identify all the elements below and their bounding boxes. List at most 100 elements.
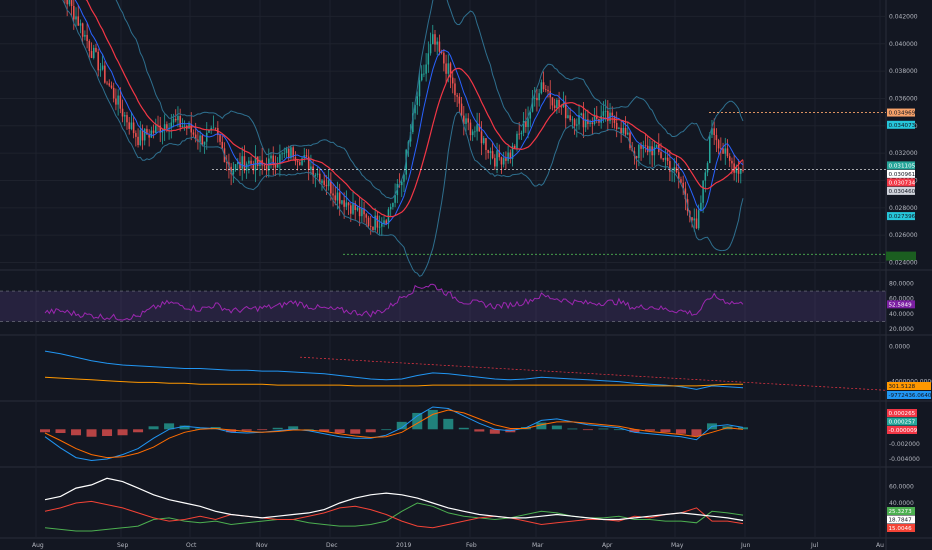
candle-body bbox=[192, 132, 195, 135]
candle-body bbox=[363, 208, 365, 215]
candle-body bbox=[332, 193, 334, 196]
candle-body bbox=[241, 156, 243, 169]
candle-body bbox=[489, 151, 492, 153]
candle-body bbox=[294, 157, 297, 162]
macd-tag-label: 0.000265 bbox=[889, 411, 916, 417]
macd-histogram-bar bbox=[148, 426, 159, 430]
macd-histogram-bar bbox=[40, 429, 50, 433]
obv-ma-line bbox=[44, 376, 743, 387]
candle-body bbox=[143, 128, 146, 141]
time-tick-label: Mar bbox=[532, 542, 544, 549]
fast-ma-line bbox=[74, 0, 744, 225]
macd-histogram-bar bbox=[443, 418, 454, 430]
dmi-tag-bg bbox=[887, 524, 915, 532]
macd-histogram-bar bbox=[660, 429, 671, 433]
candle-body bbox=[141, 130, 144, 141]
macd-histogram-bar bbox=[288, 426, 299, 430]
candle-body bbox=[720, 148, 722, 150]
candle-body bbox=[292, 147, 294, 158]
candle-body bbox=[518, 133, 520, 135]
candle-body bbox=[624, 127, 627, 135]
rsi-pane[interactable] bbox=[0, 283, 886, 322]
candle-body bbox=[440, 51, 443, 53]
candle-body bbox=[312, 166, 314, 177]
candle-body bbox=[354, 203, 356, 211]
candle-body bbox=[482, 138, 485, 144]
candle-body bbox=[381, 223, 383, 227]
candle-body bbox=[420, 73, 423, 81]
obv-pane[interactable] bbox=[44, 350, 887, 391]
candle-body bbox=[90, 51, 93, 58]
obv-tick-label: 0.0000 bbox=[889, 344, 910, 351]
candle-body bbox=[496, 150, 498, 167]
candle-body bbox=[505, 158, 507, 161]
candle-body bbox=[352, 203, 354, 214]
candle-body bbox=[571, 119, 574, 121]
price-tick-label: 0.026000 bbox=[889, 232, 918, 239]
candle-body bbox=[199, 135, 201, 142]
candle-body bbox=[239, 162, 241, 169]
candle-body bbox=[589, 122, 591, 124]
macd-tag-bg bbox=[887, 426, 917, 434]
candle-body bbox=[245, 163, 248, 171]
candle-body bbox=[693, 218, 696, 221]
candle-body bbox=[584, 119, 587, 128]
candle-body bbox=[376, 215, 379, 228]
candle-body bbox=[458, 96, 461, 104]
candle-body bbox=[287, 148, 290, 159]
candle-body bbox=[323, 180, 325, 185]
candle-body bbox=[88, 41, 91, 52]
macd-signal-line bbox=[44, 409, 744, 459]
di-plus-line bbox=[44, 502, 744, 532]
macd-histogram-bar bbox=[536, 422, 547, 430]
candle-body bbox=[724, 148, 727, 154]
macd-histogram-bar bbox=[598, 428, 609, 430]
candle-body bbox=[243, 156, 246, 171]
candle-body bbox=[414, 104, 416, 114]
candle-body bbox=[330, 180, 332, 194]
candle-body bbox=[500, 157, 503, 165]
time-tick-label: 2019 bbox=[396, 542, 411, 549]
macd-histogram-bar bbox=[117, 429, 128, 436]
candle-body bbox=[137, 136, 139, 145]
candle-body bbox=[84, 34, 86, 37]
candle-body bbox=[553, 105, 556, 109]
obv-tag-label: -9772436.0640 bbox=[889, 393, 932, 399]
candle-body bbox=[101, 65, 104, 70]
candle-body bbox=[75, 16, 77, 20]
candle-body bbox=[467, 118, 470, 123]
candle-body bbox=[664, 157, 667, 160]
price-tag-bg bbox=[887, 178, 915, 187]
candle-body bbox=[618, 127, 620, 130]
dmi-pane[interactable] bbox=[44, 477, 744, 532]
candle-body bbox=[545, 89, 547, 91]
candle-body bbox=[491, 151, 494, 159]
dmi-tag-bg bbox=[887, 515, 915, 524]
macd-histogram-bar bbox=[381, 429, 392, 431]
candle-body bbox=[68, 0, 71, 5]
candle-body bbox=[403, 174, 405, 182]
candle-body bbox=[252, 163, 255, 171]
macd-histogram-bar bbox=[350, 429, 361, 434]
axes: 0.0420000.0400000.0380000.0360000.034000… bbox=[32, 13, 932, 549]
macd-histogram-bar bbox=[365, 429, 376, 433]
candle-body bbox=[706, 163, 709, 173]
candle-body bbox=[425, 64, 427, 74]
candle-body bbox=[556, 99, 558, 109]
candle-body bbox=[70, 0, 73, 7]
macd-histogram-bar bbox=[241, 429, 252, 431]
rsi-tick-label: 40.0000 bbox=[889, 311, 914, 318]
time-tick-label: May bbox=[671, 542, 684, 549]
macd-histogram-bar bbox=[102, 429, 113, 436]
macd-pane[interactable] bbox=[40, 406, 748, 462]
candle-body bbox=[695, 218, 698, 229]
macd-histogram-bar bbox=[272, 427, 283, 430]
candle-body bbox=[248, 160, 250, 164]
candle-body bbox=[580, 113, 583, 116]
price-pane[interactable] bbox=[45, 0, 916, 277]
candle-body bbox=[372, 226, 374, 231]
candle-body bbox=[711, 128, 713, 135]
candle-body bbox=[423, 73, 425, 75]
